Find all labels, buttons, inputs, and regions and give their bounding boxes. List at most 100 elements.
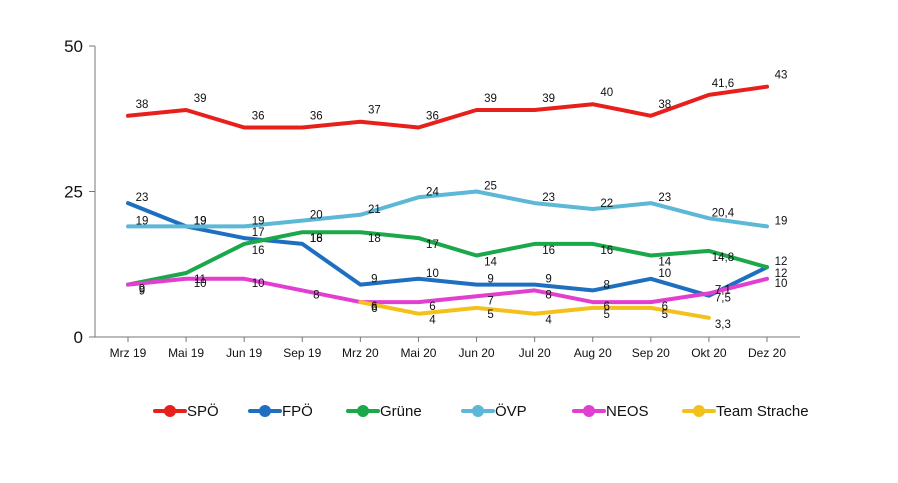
legend-swatch-dot (472, 405, 484, 417)
data-label: 6 (371, 303, 377, 315)
data-label: 25 (484, 181, 497, 193)
series-line-3 (126, 189, 769, 229)
data-label: 3,3 (715, 319, 731, 331)
data-label: 38 (658, 99, 671, 111)
x-tick-label: Jul 20 (519, 346, 551, 360)
x-tick-label: Mrz 20 (342, 346, 379, 360)
data-label: 9 (139, 284, 145, 296)
legend-swatch-dot (693, 405, 705, 417)
x-tick-label: Sep 20 (632, 346, 670, 360)
x-tick-label: Jun 19 (226, 346, 262, 360)
series-line-2 (126, 230, 769, 287)
x-tick-label: Aug 20 (574, 346, 612, 360)
data-label: 19 (194, 215, 207, 227)
series-line-4 (126, 276, 769, 305)
data-label: 24 (426, 186, 439, 198)
y-tick-label: 0 (74, 328, 83, 347)
data-label: 9 (139, 286, 145, 298)
data-label: 23 (542, 192, 555, 204)
data-label: 19 (252, 215, 265, 227)
data-label: 20 (310, 210, 323, 222)
data-label: 12 (775, 268, 788, 280)
data-label: 11 (194, 274, 206, 286)
data-label: 16 (600, 245, 613, 257)
series-lines (126, 84, 769, 320)
data-label: 7 (487, 295, 493, 307)
data-label: 6 (429, 301, 435, 313)
x-tick-label: Jun 20 (459, 346, 495, 360)
data-label: 6 (662, 301, 668, 313)
data-label: 7,5 (715, 292, 731, 304)
data-label: 40 (600, 87, 613, 99)
data-label: 10 (426, 268, 439, 280)
series-line-1 (126, 201, 769, 298)
data-label: 14 (484, 257, 497, 269)
data-label: 36 (426, 110, 439, 122)
data-label: 9 (487, 274, 493, 286)
data-label: 17 (426, 239, 439, 251)
data-label: 38 (136, 99, 149, 111)
data-label: 19 (136, 215, 149, 227)
y-tick-label: 50 (64, 37, 83, 56)
data-label: 10 (252, 278, 265, 290)
data-label: 5 (604, 309, 610, 321)
axes: 0 25 50 Mrz 19 Mai 19 Jun 19 Sep 19 Mrz 20 Mai 2… (64, 37, 800, 360)
x-tick-label: Okt 20 (691, 346, 727, 360)
data-label: 21 (368, 204, 381, 216)
legend-label: ÖVP (495, 402, 527, 420)
data-label: 16 (542, 245, 555, 257)
data-label: 19 (194, 215, 207, 227)
x-tick-label: Sep 19 (283, 346, 321, 360)
data-label: 9 (371, 274, 377, 286)
data-label: 23 (136, 192, 149, 204)
series-line-0 (126, 84, 769, 130)
data-label: 6 (604, 301, 610, 313)
data-label: 36 (310, 110, 323, 122)
x-tick-label: Dez 20 (748, 346, 786, 360)
data-label: 9 (545, 274, 551, 286)
data-label: 16 (252, 245, 265, 257)
data-label: 23 (658, 192, 671, 204)
legend: SPÖ FPÖ Grüne ÖVP NEOS Team Strache (153, 402, 809, 420)
data-label: 39 (484, 93, 497, 105)
series-line-5 (358, 300, 711, 320)
x-tick-label: Mai 19 (168, 346, 204, 360)
data-label: 10 (775, 278, 788, 290)
data-label: 17 (252, 227, 265, 239)
data-label: 4 (429, 315, 436, 327)
data-label: 20,4 (712, 207, 735, 219)
data-label: 36 (252, 110, 265, 122)
legend-swatch-dot (259, 405, 271, 417)
legend-label: FPÖ (282, 402, 313, 420)
data-label: 8 (545, 289, 551, 301)
data-label: 41,6 (712, 78, 734, 90)
legend-label: NEOS (606, 403, 649, 420)
legend-label: Team Strache (716, 403, 809, 420)
data-label: 39 (194, 93, 207, 105)
data-label: 4 (545, 315, 552, 327)
data-label: 10 (658, 268, 671, 280)
data-label: 8 (313, 289, 319, 301)
data-label: 37 (368, 105, 381, 117)
legend-swatch-dot (583, 405, 595, 417)
legend-label: SPÖ (187, 402, 219, 420)
data-label: 43 (775, 70, 788, 82)
y-tick-label: 25 (64, 183, 83, 202)
data-label: 18 (368, 233, 381, 245)
data-label: 7,1 (715, 285, 731, 297)
x-tick-label: Mai 20 (400, 346, 436, 360)
x-tick-label: Mrz 19 (110, 346, 147, 360)
data-label: 22 (600, 198, 613, 210)
data-label: 6 (371, 301, 377, 313)
data-label: 8 (604, 279, 610, 291)
legend-swatch-dot (164, 405, 176, 417)
data-label: 16 (310, 233, 323, 245)
data-label: 39 (542, 93, 555, 105)
legend-swatch-dot (357, 405, 369, 417)
data-label: 14 (658, 257, 671, 269)
data-label: 10 (194, 278, 207, 290)
legend-label: Grüne (380, 403, 422, 420)
data-label: 5 (662, 309, 668, 321)
